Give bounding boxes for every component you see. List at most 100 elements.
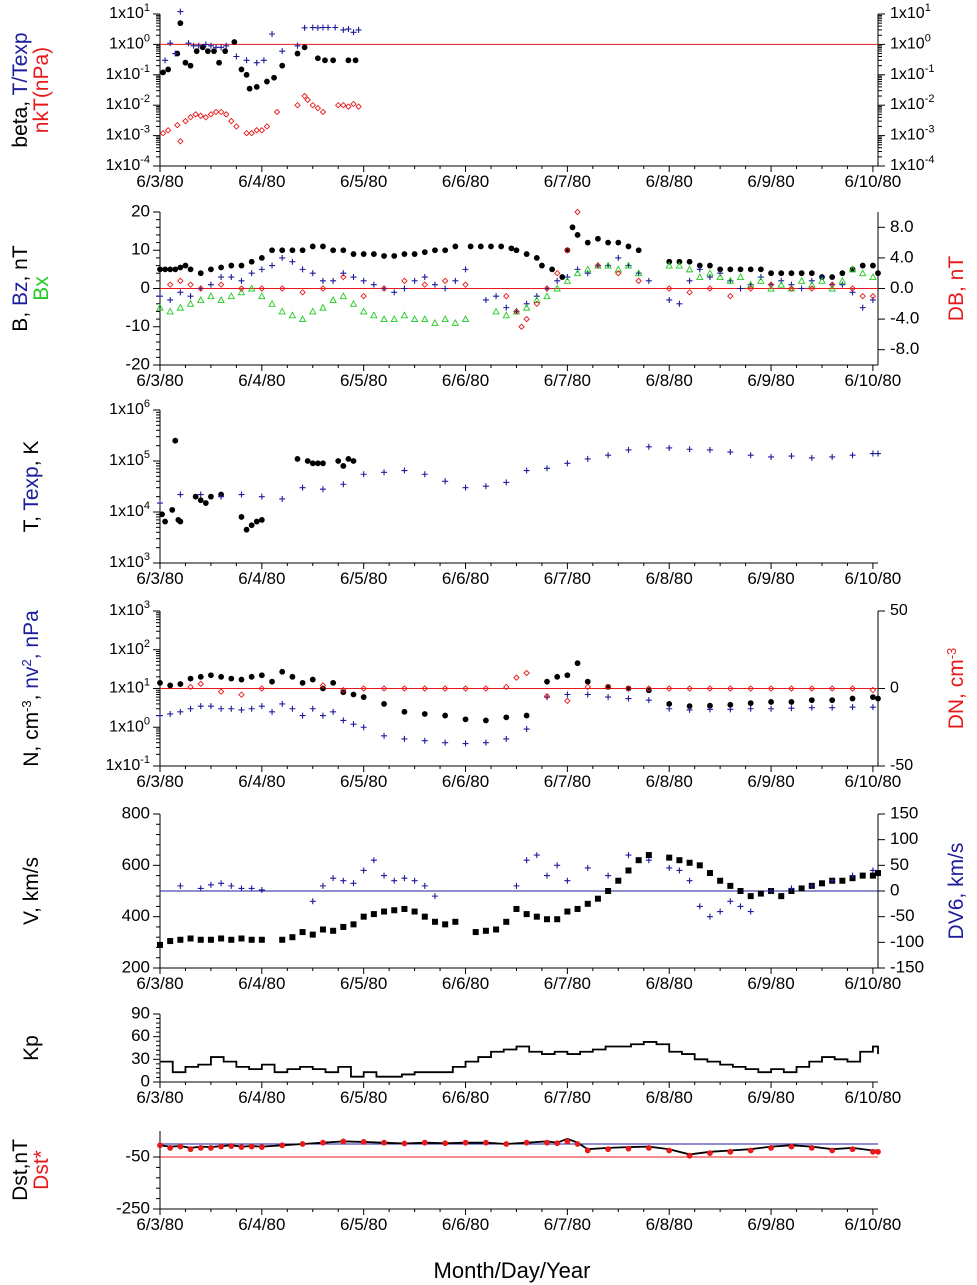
x-tick-label: 6/10/80 [845, 569, 902, 588]
data-point [696, 266, 703, 273]
y-axis-label-part-2: , nT [9, 245, 32, 281]
y-axis-label: beta, T/Texp [9, 32, 32, 147]
y-axis-label-part-0: Dst,nT [9, 1139, 32, 1201]
data-point [747, 893, 754, 900]
data-point [207, 281, 214, 288]
data-point [829, 704, 836, 711]
data-point [869, 686, 877, 694]
data-point [401, 875, 408, 882]
right-y-axis-label: DB, nT [945, 256, 968, 322]
data-point [544, 465, 551, 472]
data-point [187, 62, 194, 69]
data-point [563, 276, 572, 284]
data-point [159, 129, 167, 137]
x-tick-label: 6/10/80 [845, 1215, 902, 1234]
data-point [666, 444, 673, 451]
data-point [360, 251, 367, 257]
data-point [309, 270, 316, 277]
data-point [156, 303, 164, 311]
data-point [686, 446, 693, 453]
x-tick-label: 6/8/80 [646, 1215, 693, 1234]
data-point [635, 857, 642, 864]
data-point [544, 1139, 550, 1146]
data-point [818, 880, 825, 887]
tick-exponent: 2 [144, 638, 150, 650]
x-tick-label: 6/7/80 [544, 1215, 591, 1234]
y-tick-label: 1x102 [109, 638, 150, 658]
data-point [322, 57, 328, 64]
data-point [574, 660, 581, 667]
data-point [177, 277, 184, 285]
data-point [340, 101, 347, 109]
data-point [228, 117, 235, 125]
data-point [686, 685, 693, 692]
data-point [172, 266, 179, 273]
data-point [401, 467, 408, 474]
data-point [493, 926, 500, 933]
data-point [452, 918, 459, 925]
tick-mantissa: 1x10 [106, 127, 141, 144]
data-point [564, 247, 571, 254]
data-point [508, 245, 515, 252]
data-point [717, 266, 724, 273]
data-point [197, 497, 204, 504]
x-tick-label: 6/3/80 [136, 1215, 183, 1234]
data-point [299, 247, 306, 254]
data-point [294, 455, 301, 462]
data-point [352, 57, 359, 64]
data-point [431, 318, 439, 326]
data-point [247, 284, 256, 292]
data-point [584, 678, 591, 685]
data-point [686, 703, 693, 710]
data-point [391, 877, 398, 884]
data-point [314, 24, 321, 31]
data-point [685, 265, 694, 273]
data-point [294, 42, 301, 49]
y-axis-label-part-1: T/Texp [9, 32, 32, 95]
data-point [869, 872, 876, 879]
data-point [584, 691, 591, 698]
data-point [553, 269, 561, 277]
tick-mantissa: 1x10 [109, 602, 144, 619]
data-point [676, 867, 683, 874]
x-tick-label: 6/4/80 [238, 172, 285, 191]
data-point [177, 882, 184, 889]
data-point [182, 117, 189, 125]
data-point [350, 274, 357, 281]
data-point [381, 732, 388, 739]
x-tick-label: 6/10/80 [845, 772, 902, 791]
data-point [248, 270, 255, 277]
data-point [320, 460, 326, 467]
data-point [726, 276, 735, 284]
x-tick-label: 6/8/80 [646, 974, 693, 993]
right-y-tick-label: 1x101 [890, 2, 931, 22]
data-point [513, 247, 520, 254]
data-point [169, 506, 176, 513]
data-point [294, 101, 301, 109]
data-point [747, 685, 754, 692]
data-point [319, 882, 326, 889]
data-point [237, 288, 246, 296]
data-point [248, 673, 255, 680]
data-point [737, 266, 744, 273]
data-point [523, 251, 530, 257]
data-point [279, 668, 286, 675]
data-point [747, 285, 754, 292]
data-point [260, 57, 267, 64]
data-point [518, 323, 525, 330]
data-point [246, 85, 253, 92]
data-point [472, 929, 479, 936]
data-point [727, 1148, 734, 1155]
data-point [187, 675, 194, 682]
x-tick-label: 6/10/80 [845, 974, 902, 993]
data-point [635, 277, 642, 285]
data-point [421, 281, 429, 288]
data-point [207, 936, 214, 943]
data-point [554, 1140, 561, 1147]
data-point [192, 493, 199, 500]
series-dn [187, 669, 877, 705]
data-point [177, 491, 184, 498]
data-point [543, 285, 551, 292]
series-nkt [159, 92, 362, 145]
